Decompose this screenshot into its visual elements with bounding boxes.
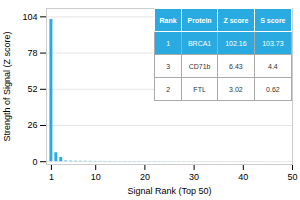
svg-text:Strength of Signal (Z score): Strength of Signal (Z score)	[2, 31, 12, 141]
html-text:S score: S score	[260, 16, 286, 24]
html-text:FTL: FTL	[193, 85, 206, 93]
svg-text:1: 1	[49, 172, 54, 182]
html-text:3: 3	[166, 62, 170, 70]
html-text:1: 1	[166, 39, 170, 47]
svg-text:30: 30	[189, 172, 199, 182]
html-text:0.62: 0.62	[266, 85, 280, 93]
svg-text:10: 10	[91, 172, 101, 182]
html-text:4.4: 4.4	[268, 62, 278, 70]
svg-text:Signal Rank (Top 50): Signal Rank (Top 50)	[127, 186, 211, 196]
svg-text:0: 0	[32, 157, 37, 167]
html-text:6.43: 6.43	[229, 62, 243, 70]
svg-text:104: 104	[22, 12, 37, 22]
html-text:103.73: 103.73	[262, 39, 284, 47]
svg-text:50: 50	[287, 172, 297, 182]
html-text:102.16: 102.16	[225, 39, 247, 47]
html-text:3.02: 3.02	[229, 85, 243, 93]
html-text:BRCA1: BRCA1	[187, 39, 212, 47]
svg-text:78: 78	[27, 48, 37, 58]
html-text:Rank: Rank	[159, 16, 177, 24]
svg-text:20: 20	[140, 172, 150, 182]
svg-text:26: 26	[27, 120, 37, 130]
html-text:Z score: Z score	[223, 16, 249, 24]
svg-text:40: 40	[238, 172, 248, 182]
html-text:Protein: Protein	[187, 16, 212, 24]
html-text:CD71b: CD71b	[188, 62, 211, 70]
html-text:2: 2	[166, 85, 170, 93]
svg-text:52: 52	[27, 84, 37, 94]
